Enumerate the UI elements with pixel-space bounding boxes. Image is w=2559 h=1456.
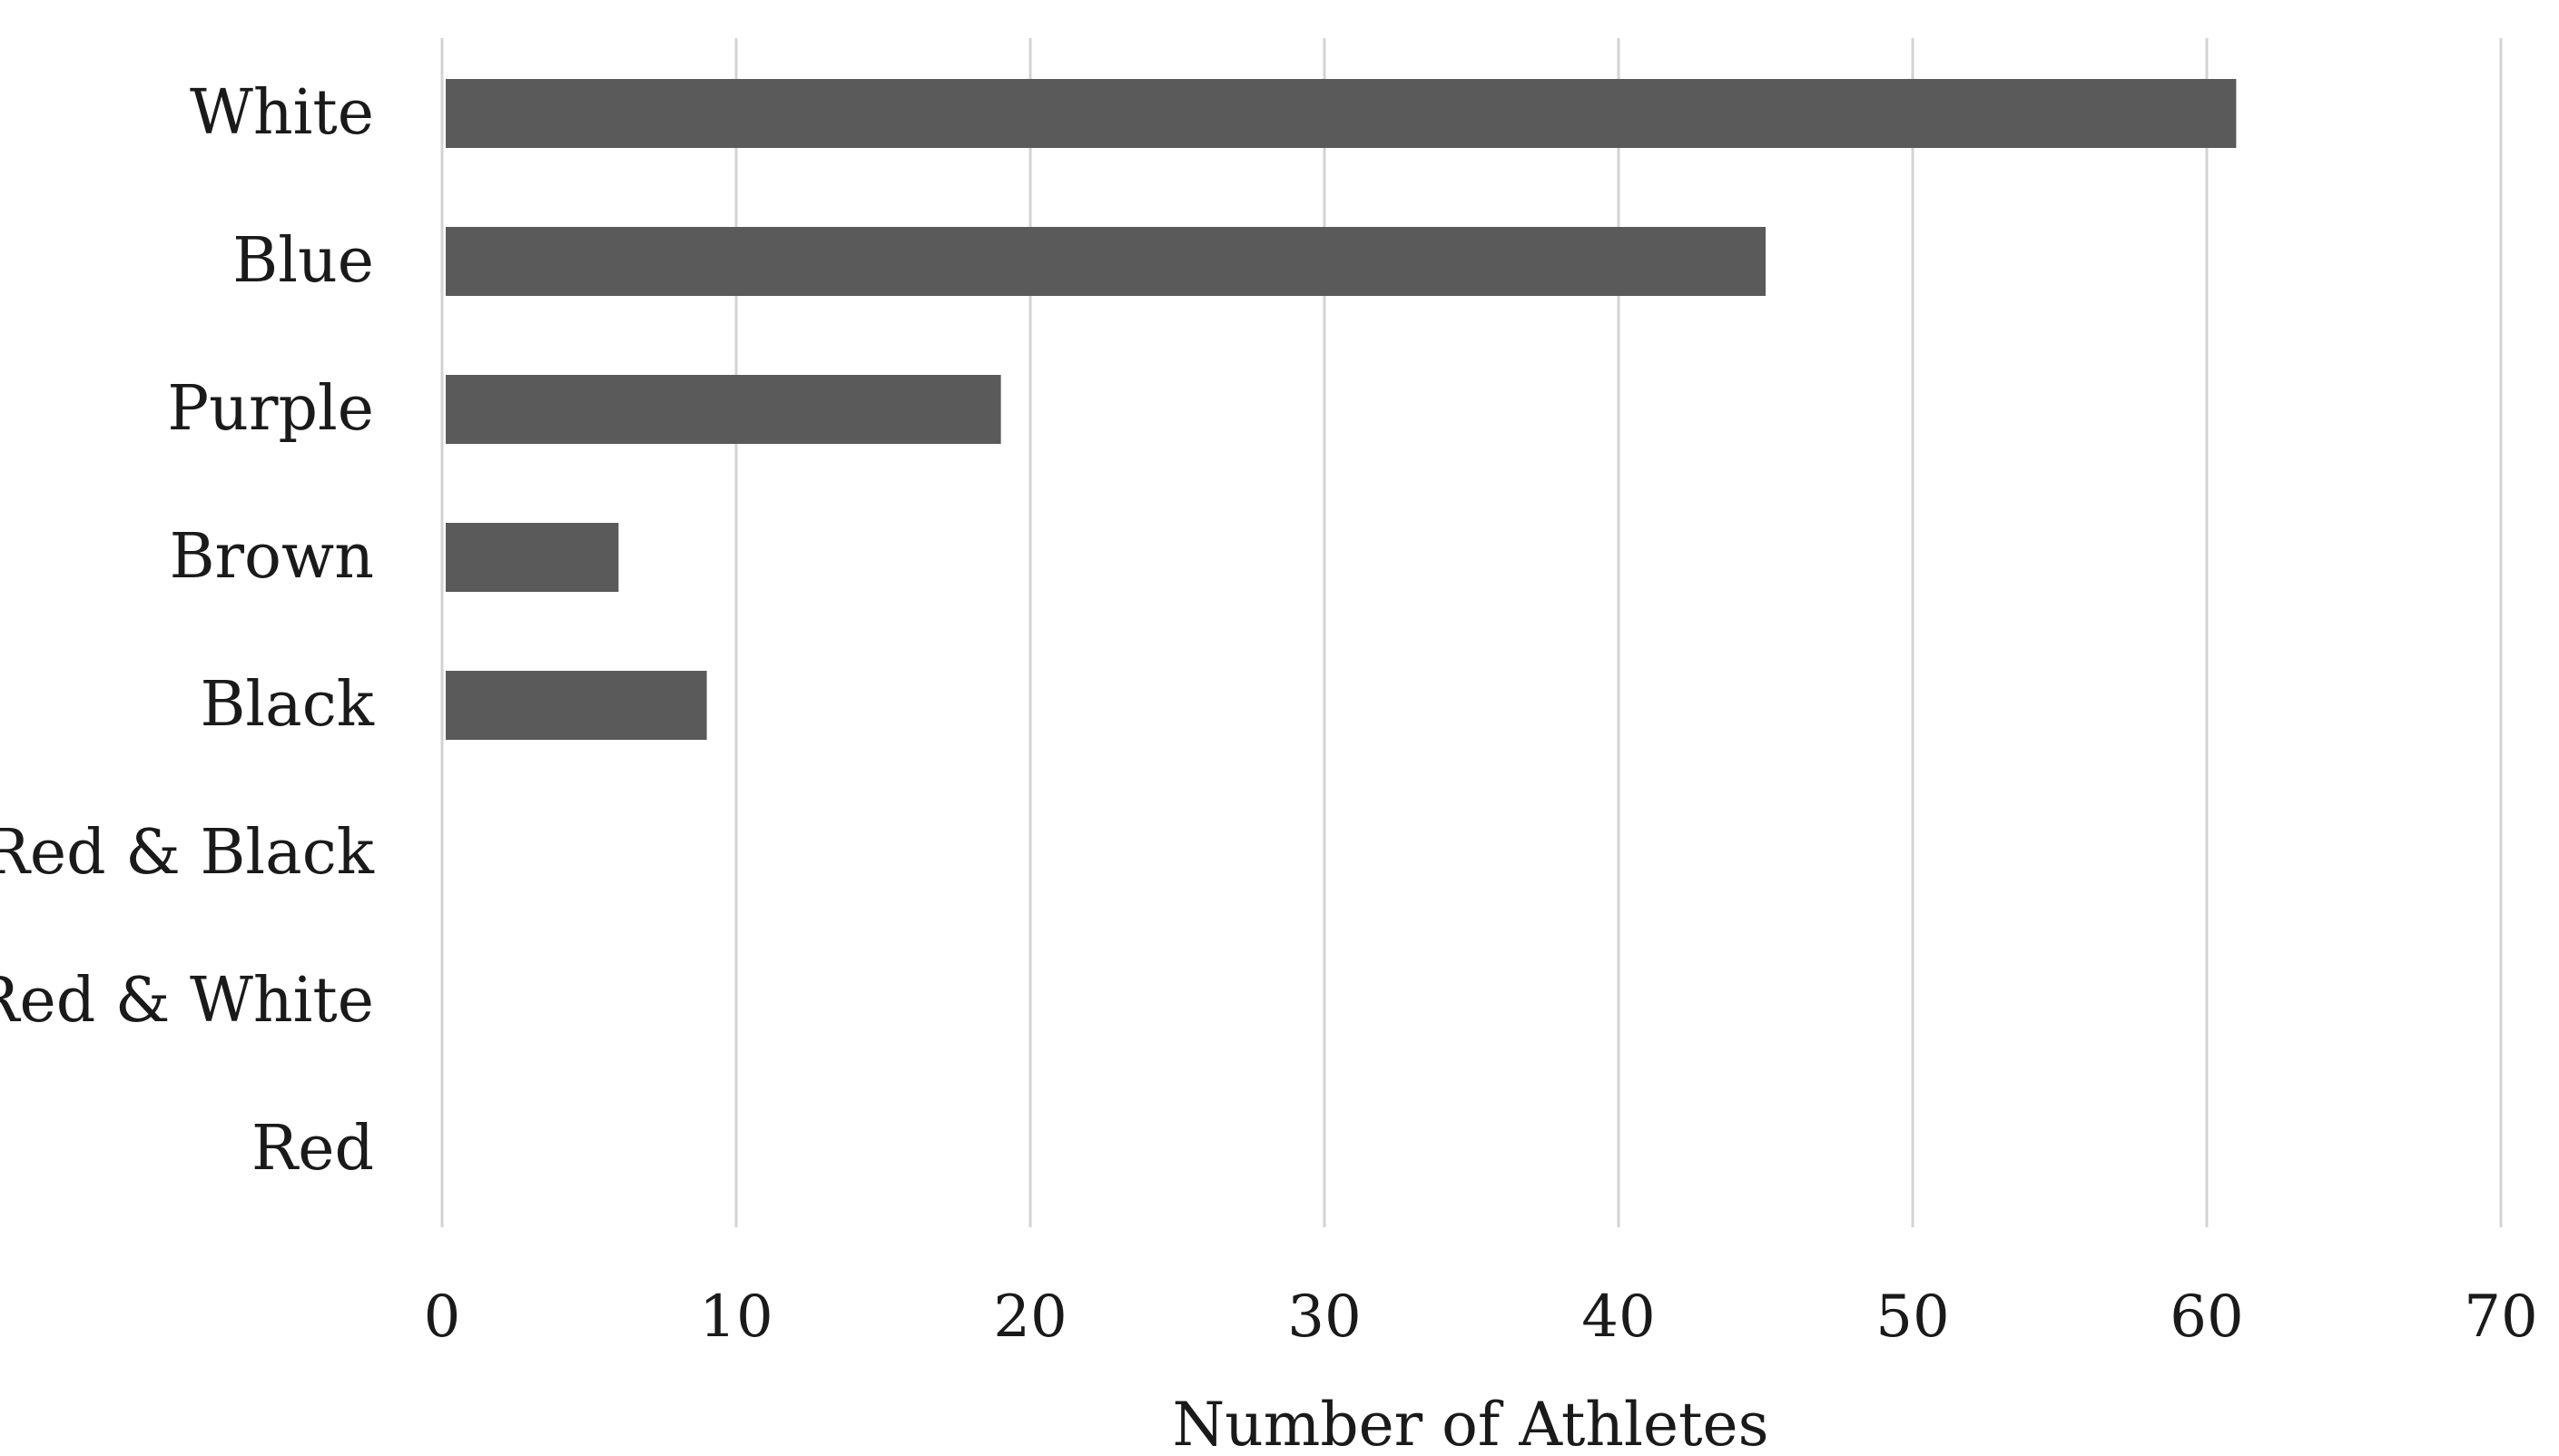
bar-black: [446, 671, 707, 740]
x-axis-title: Number of Athletes: [1173, 1390, 1769, 1456]
category-label: Brown: [170, 521, 374, 593]
category-label: Black: [200, 669, 374, 741]
bars: [446, 79, 2237, 740]
category-label: Red & White: [0, 965, 374, 1037]
x-tick-label: 50: [1875, 1284, 1949, 1351]
category-label: Red & Black: [0, 817, 375, 889]
x-tick-label: 10: [699, 1284, 773, 1351]
gridlines: [440, 38, 2503, 1227]
x-tick-label: 20: [993, 1284, 1067, 1351]
bar-blue: [446, 227, 1766, 296]
category-label: Red: [251, 1113, 374, 1185]
category-labels: White Blue Purple Brown Black Red & Black Red …: [0, 77, 375, 1185]
bar-brown: [446, 523, 619, 592]
x-tick-labels: 0 10 20 30 40 50 60 70: [424, 1284, 2538, 1351]
category-label: Blue: [232, 225, 374, 297]
bar-white: [446, 79, 2237, 148]
category-label: Purple: [167, 373, 374, 445]
x-tick-label: 70: [2464, 1284, 2537, 1351]
x-tick-label: 60: [2170, 1284, 2243, 1351]
x-tick-label: 0: [424, 1284, 461, 1351]
x-tick-label: 40: [1581, 1284, 1655, 1351]
x-tick-label: 30: [1287, 1284, 1361, 1351]
category-label: White: [190, 77, 374, 149]
bar-purple: [446, 375, 1001, 444]
